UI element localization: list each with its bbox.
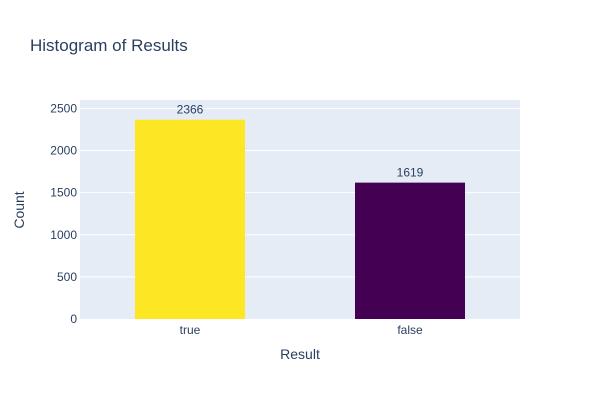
x-axis-title: Result: [280, 346, 320, 362]
data-labels: 2366 1619: [177, 103, 424, 180]
chart-title: Histogram of Results: [30, 36, 188, 55]
y-axis-title: Count: [11, 191, 27, 228]
bar-false[interactable]: [355, 182, 465, 319]
x-axis-ticks: true false: [180, 323, 423, 337]
y-tick-label: 1500: [50, 186, 77, 200]
bars: [135, 119, 465, 320]
bar-value-label: 1619: [397, 166, 424, 180]
y-tick-label: 500: [57, 270, 77, 284]
x-tick-label: true: [180, 323, 201, 337]
x-tick-label: false: [397, 323, 423, 337]
y-tick-label: 1000: [50, 228, 77, 242]
bar-value-label: 2366: [177, 103, 204, 117]
y-tick-label: 0: [70, 312, 77, 326]
y-tick-label: 2500: [50, 101, 77, 115]
bar-true[interactable]: [135, 119, 245, 320]
y-tick-label: 2000: [50, 144, 77, 158]
y-axis-ticks: 0 500 1000 1500 2000 2500: [50, 101, 77, 326]
